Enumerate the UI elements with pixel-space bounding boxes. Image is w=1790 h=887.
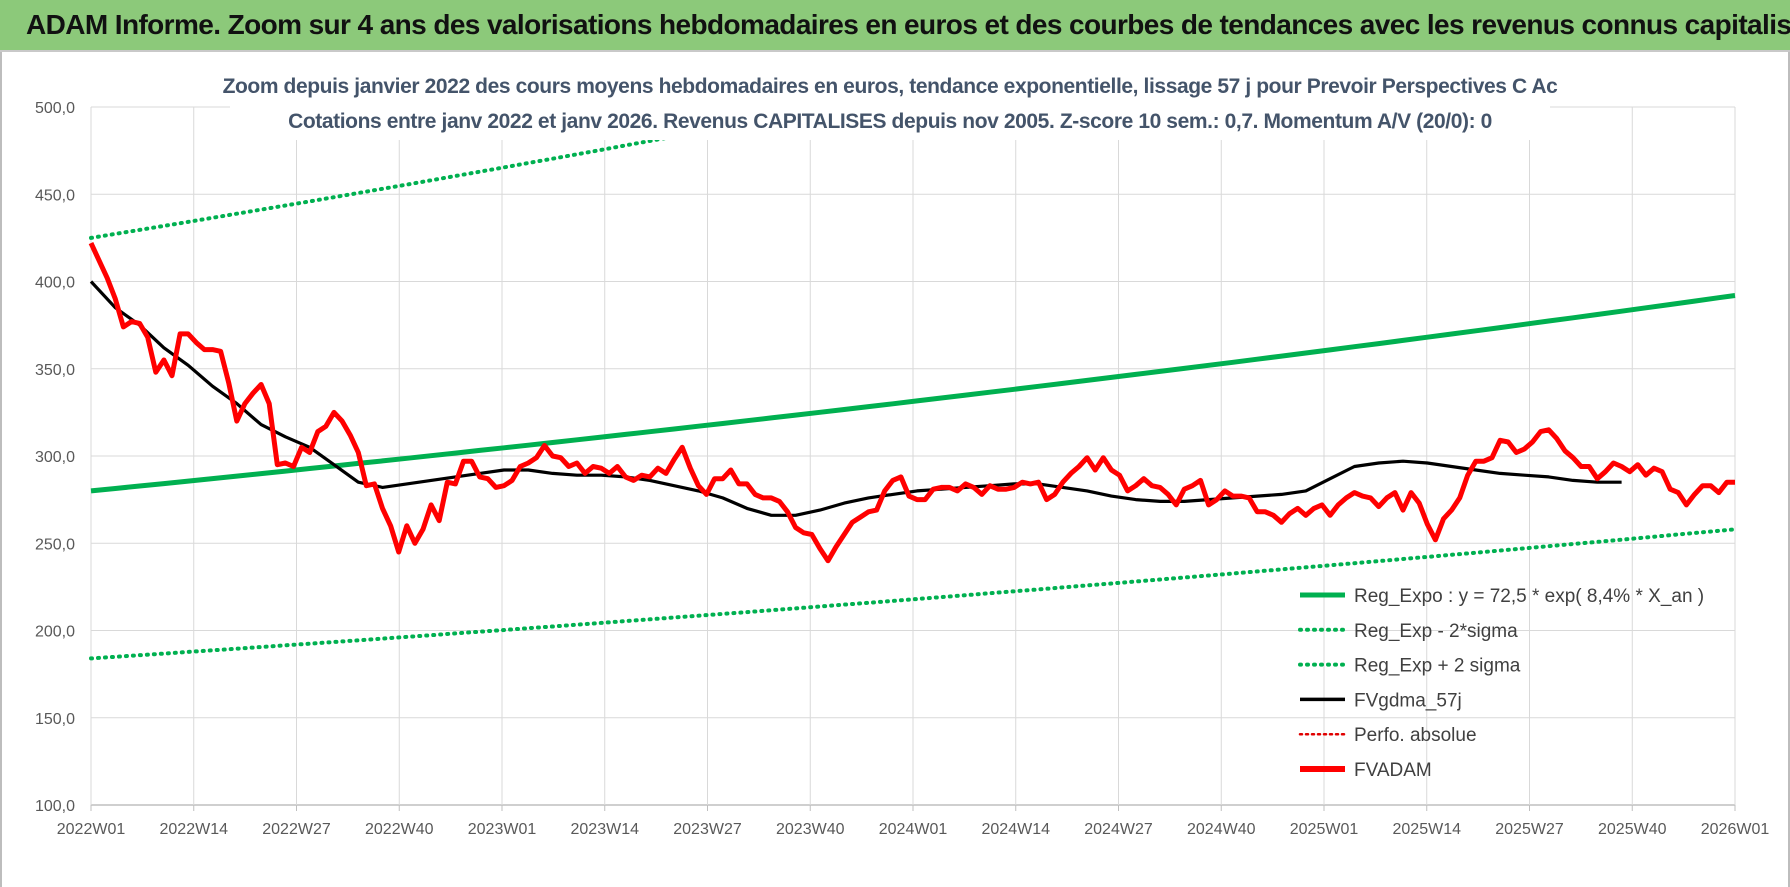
y-tick-label: 200,0 bbox=[35, 624, 75, 641]
x-tick-label: 2022W27 bbox=[262, 821, 331, 838]
subtitle-background bbox=[230, 66, 1550, 140]
x-tick-label: 2024W40 bbox=[1187, 821, 1256, 838]
legend-label: Perfo. absolue bbox=[1354, 725, 1477, 746]
y-tick-label: 350,0 bbox=[35, 362, 75, 379]
chart-frame bbox=[0, 52, 1790, 887]
x-tick-label: 2025W27 bbox=[1495, 821, 1564, 838]
legend-label: Reg_Expo : y = 72,5 * exp( 8,4% * X_an ) bbox=[1354, 586, 1704, 607]
x-tick-label: 2022W40 bbox=[365, 821, 434, 838]
chart-subtitle: Zoom depuis janvier 2022 des cours moyen… bbox=[223, 66, 1559, 140]
y-tick-label: 300,0 bbox=[35, 449, 75, 466]
x-tick-label: 2023W01 bbox=[468, 821, 537, 838]
x-tick-label: 2024W01 bbox=[879, 821, 948, 838]
x-tick-label: 2023W14 bbox=[571, 821, 640, 838]
x-tick-label: 2025W40 bbox=[1598, 821, 1667, 838]
legend-label: Reg_Exp - 2*sigma bbox=[1354, 621, 1518, 642]
chart-series bbox=[88, 107, 1737, 661]
report-title: ADAM Informe. Zoom sur 4 ans des valoris… bbox=[26, 9, 1790, 40]
report-banner: ADAM Informe. Zoom sur 4 ans des valoris… bbox=[0, 0, 1790, 52]
x-tick-label: 2023W40 bbox=[776, 821, 845, 838]
series-fvadam bbox=[88, 242, 1735, 564]
x-tick-label: 2022W14 bbox=[160, 821, 229, 838]
x-axis-ticks: 2022W01 2022W14 2022W27 2022W40 2023W01 2023W… bbox=[57, 821, 1770, 838]
x-tick-label: 2024W27 bbox=[1084, 821, 1153, 838]
series-reg-exp-minus-2-sigma bbox=[89, 527, 1737, 661]
series-fvgdma-57j bbox=[89, 280, 1622, 517]
x-tick-label: 2022W01 bbox=[57, 821, 126, 838]
legend-label: FVgdma_57j bbox=[1354, 690, 1462, 711]
series-reg-expo bbox=[90, 293, 1736, 494]
y-tick-label: 150,0 bbox=[35, 711, 75, 728]
x-tick-label: 2025W14 bbox=[1393, 821, 1462, 838]
y-tick-label: 500,0 bbox=[35, 100, 75, 117]
x-tick-label: 2024W14 bbox=[982, 821, 1051, 838]
x-tick-label: 2025W01 bbox=[1290, 821, 1359, 838]
chart-grid bbox=[90, 106, 1736, 811]
legend-label: FVADAM bbox=[1354, 760, 1432, 781]
y-tick-label: 100,0 bbox=[35, 798, 75, 815]
x-tick-label: 2026W01 bbox=[1701, 821, 1770, 838]
series-reg-exp-plus-2-sigma bbox=[89, 107, 841, 240]
y-tick-label: 400,0 bbox=[35, 275, 75, 292]
x-tick-label: 2023W27 bbox=[673, 821, 742, 838]
legend-label: Reg_Exp + 2 sigma bbox=[1354, 656, 1521, 677]
chart-legend: Reg_Expo : y = 72,5 * exp( 8,4% * X_an )… bbox=[1298, 586, 1704, 781]
y-tick-label: 450,0 bbox=[35, 187, 75, 204]
subtitle-line-2: Cotations entre janv 2022 et janv 2026. … bbox=[288, 110, 1492, 133]
y-tick-label: 250,0 bbox=[35, 536, 75, 553]
subtitle-line-1: Zoom depuis janvier 2022 des cours moyen… bbox=[223, 75, 1559, 98]
y-axis-ticks: 100,0 150,0 200,0 250,0 300,0 350,0 400,0 450,0… bbox=[35, 100, 75, 815]
